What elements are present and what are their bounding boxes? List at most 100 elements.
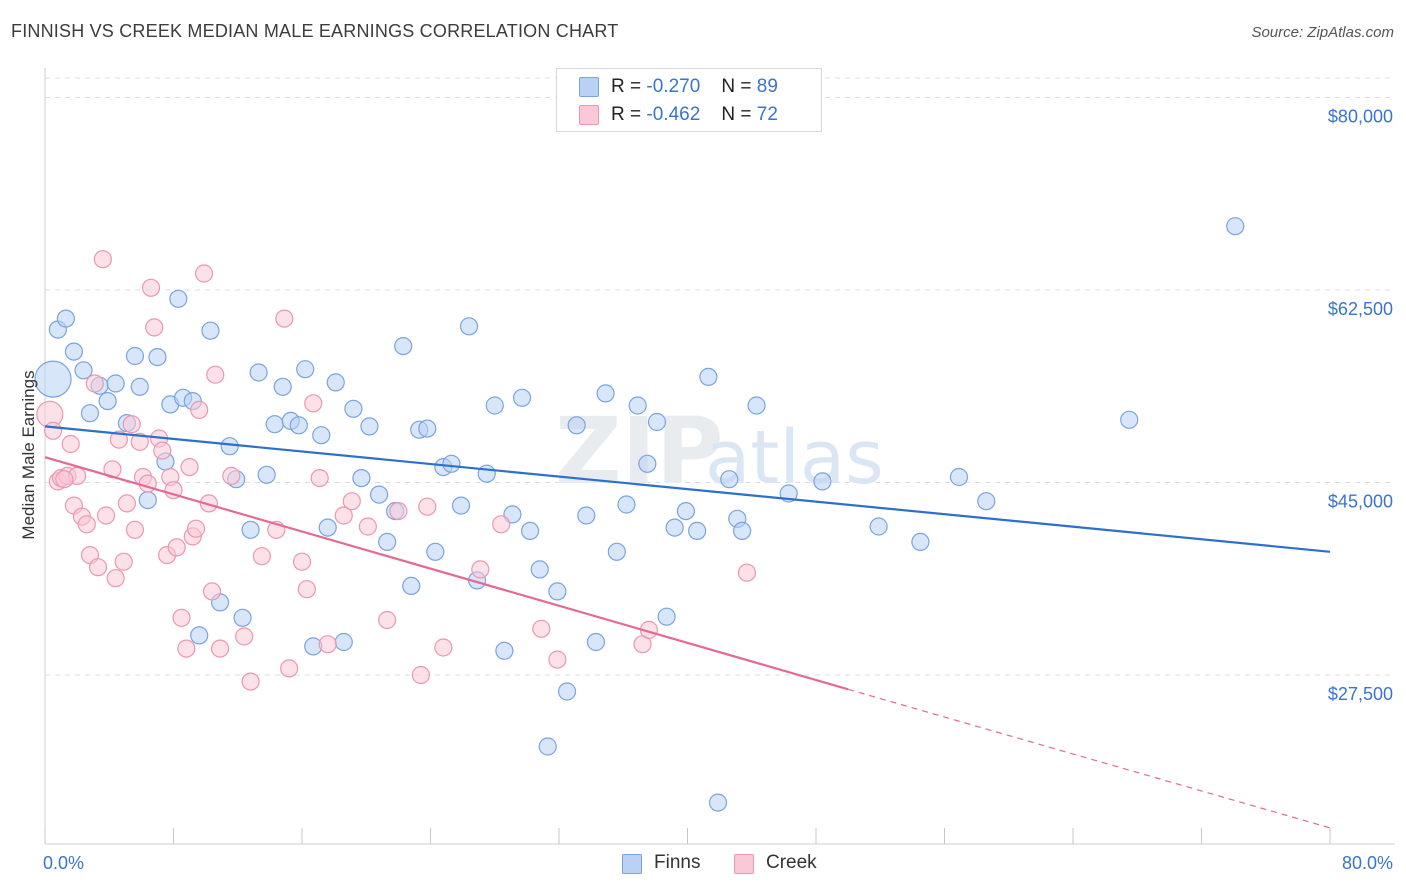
data-point-finns [557, 682, 577, 701]
data-point-creek [43, 421, 63, 440]
data-point-finns [607, 542, 626, 561]
data-point-finns [911, 532, 930, 552]
data-point-finns [98, 392, 117, 411]
data-point-finns [233, 608, 252, 627]
data-point-finns [190, 626, 209, 645]
data-point-creek [55, 470, 74, 489]
data-point-finns [80, 404, 100, 423]
data-point-creek [106, 569, 125, 588]
trend-line-finns [44, 425, 1331, 553]
trend-line-extension-creek [847, 688, 1331, 829]
data-point-finns [426, 542, 445, 561]
data-point-finns [657, 607, 676, 626]
x-tick-label: 80.0% [1342, 853, 1393, 873]
data-point-finns [451, 496, 471, 515]
data-point-creek [280, 659, 299, 678]
data-point-finns [289, 416, 308, 435]
data-point-creek [411, 665, 430, 685]
data-point-finns [74, 361, 93, 380]
data-point-finns [699, 367, 718, 386]
legend-text-creek: R = -0.462 N = 72 [611, 104, 778, 126]
data-point-finns [747, 396, 766, 415]
data-point-creek [93, 250, 112, 269]
y-tick-label: $45,000 [1328, 492, 1393, 512]
data-point-finns [394, 337, 413, 356]
data-point-creek [304, 394, 323, 413]
data-point-finns [296, 360, 315, 379]
data-point-creek [210, 639, 230, 658]
data-point-finns [352, 469, 371, 488]
data-point-creek [190, 400, 209, 419]
trend-lines [44, 425, 1331, 829]
data-point-finns [485, 396, 504, 415]
bottom-legend-label-finns: Finns [654, 852, 701, 873]
data-point-finns [1120, 410, 1139, 429]
data-point-finns [869, 517, 888, 536]
data-point-creek [109, 430, 128, 449]
data-point-finns [949, 467, 969, 487]
trend-line-creek [44, 456, 849, 691]
data-point-finns [688, 521, 707, 541]
data-point-finns [733, 521, 752, 541]
correlation-legend: R = -0.270 N = 89 R = -0.462 N = 72 [556, 68, 822, 132]
data-point-finns [567, 416, 586, 435]
r-label: R = [611, 104, 642, 125]
data-point-creek [241, 672, 260, 691]
data-point-creek [96, 506, 116, 525]
data-point-finns [130, 377, 149, 396]
data-point-creek [275, 309, 294, 328]
watermark: ZIP atlas [555, 398, 884, 505]
data-point-creek [222, 466, 241, 485]
n-label: N = [721, 104, 752, 125]
data-point-creek [122, 415, 141, 434]
data-point-finns [344, 399, 363, 418]
r-value-finns: -0.270 [646, 76, 701, 97]
data-point-finns [628, 396, 647, 415]
data-point-creek [167, 538, 186, 557]
data-point-creek [206, 365, 225, 384]
data-point-finns [34, 360, 72, 398]
chart-source: Source: ZipAtlas.com [1251, 24, 1394, 41]
data-point-creek [85, 374, 104, 393]
data-point-finns [56, 309, 75, 328]
data-point-finns [138, 491, 157, 510]
data-point-finns [617, 495, 636, 514]
data-point-finns [312, 426, 331, 445]
data-point-finns [418, 419, 437, 438]
data-point-finns [676, 502, 695, 521]
gridlines [45, 77, 1395, 676]
data-point-creek [334, 506, 353, 525]
data-point-finns [512, 388, 532, 407]
data-point-finns [813, 472, 832, 491]
n-value-finns: 89 [756, 76, 778, 97]
data-point-creek [153, 441, 172, 460]
data-point-finns [665, 518, 684, 537]
data-point-creek [235, 627, 254, 646]
data-point-creek [378, 610, 397, 630]
y-axis-title: Median Male Earnings [19, 370, 38, 539]
data-point-finns [442, 454, 461, 473]
y-tick-label: $80,000 [1328, 107, 1393, 127]
data-point-finns [530, 560, 549, 579]
data-point-creek [389, 502, 408, 521]
data-point-creek [418, 497, 437, 516]
n-value-creek: 72 [756, 104, 778, 125]
data-point-creek [145, 318, 164, 337]
data-point-finns [477, 464, 496, 483]
data-point-creek [194, 264, 214, 283]
data-point-finns [201, 321, 220, 340]
data-point-finns [220, 437, 239, 456]
legend-swatch-creek [579, 105, 599, 125]
y-tick-label: $62,500 [1328, 299, 1393, 319]
data-point-finns [241, 520, 260, 539]
legend-swatch-finns [579, 77, 599, 97]
data-point-finns [106, 374, 125, 393]
data-point-finns [577, 506, 596, 525]
data-point-finns [249, 363, 268, 382]
data-point-creek [358, 517, 377, 536]
data-point-finns [586, 632, 606, 652]
data-point-creek [548, 650, 567, 669]
data-point-finns [720, 470, 739, 489]
data-point-finns [538, 737, 557, 756]
data-point-creek [88, 558, 108, 577]
